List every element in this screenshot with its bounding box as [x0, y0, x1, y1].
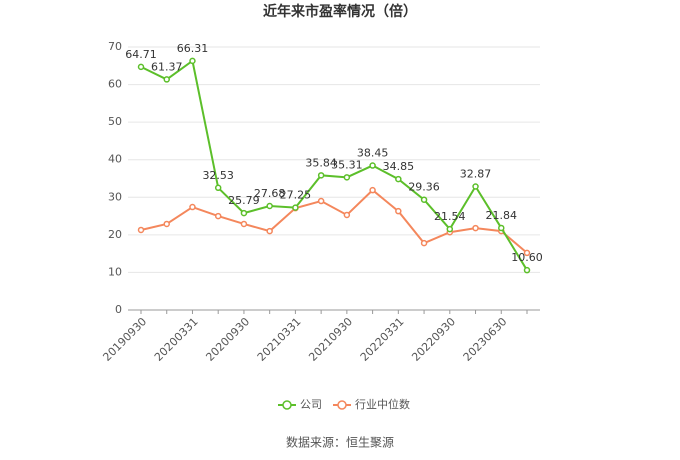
point	[523, 266, 531, 274]
data-label: 29.36	[408, 181, 440, 194]
x-tick-label: 20200331	[152, 315, 201, 364]
point	[472, 183, 479, 190]
y-tick-label: 50	[108, 115, 122, 128]
x-tick-label: 20210331	[255, 315, 304, 364]
series-line	[140, 188, 528, 254]
legend-marker	[282, 400, 292, 410]
series-line	[140, 59, 528, 271]
x-tick-label: 20190930	[100, 315, 149, 364]
point	[317, 197, 325, 205]
y-tick-label: 70	[108, 40, 122, 53]
point	[395, 207, 402, 215]
data-label: 64.71	[125, 48, 157, 61]
data-label: 61.37	[151, 60, 183, 73]
legend-label: 公司	[300, 398, 322, 411]
chart-title: 近年来市盈率情况（倍）	[263, 3, 417, 20]
x-tick-label: 20220930	[409, 315, 458, 364]
y-tick-label: 0	[115, 303, 122, 316]
data-label: 35.31	[331, 158, 363, 171]
point	[446, 225, 454, 233]
point	[137, 226, 145, 234]
point	[395, 175, 402, 183]
point	[266, 227, 273, 235]
data-label: 27.25	[280, 189, 312, 202]
point	[369, 186, 376, 194]
x-tick-label: 20200930	[203, 315, 252, 364]
data-label: 32.87	[460, 168, 492, 181]
point	[163, 220, 170, 228]
source-note: 数据来源：恒生聚源	[286, 435, 394, 450]
data-label: 34.85	[383, 160, 415, 173]
point	[523, 249, 531, 257]
data-label: 10.60	[511, 251, 543, 264]
point	[317, 172, 325, 179]
legend-item: 行业中位数	[333, 397, 410, 411]
legend-label: 行业中位数	[355, 397, 410, 411]
point	[343, 211, 351, 219]
point	[163, 76, 170, 83]
data-label: 32.53	[202, 169, 234, 182]
point	[472, 224, 479, 232]
x-tick-label: 20230630	[461, 315, 510, 364]
y-tick-label: 40	[108, 153, 122, 166]
data-label: 25.79	[228, 194, 260, 207]
x-tick-label: 20220331	[358, 315, 407, 364]
y-tick-label: 20	[108, 228, 122, 241]
y-tick-label: 10	[108, 265, 122, 278]
point	[266, 202, 273, 210]
legend-item: 公司	[278, 398, 322, 411]
point	[214, 212, 222, 220]
data-label: 21.54	[434, 210, 466, 223]
data-label: 66.31	[177, 42, 209, 55]
data-label: 21.84	[486, 209, 518, 222]
point	[137, 63, 145, 71]
x-tick-label: 20210930	[306, 315, 355, 364]
data-label: 27.68	[254, 187, 286, 200]
point	[369, 162, 376, 169]
point	[292, 204, 299, 211]
point	[189, 57, 196, 65]
point	[189, 203, 196, 211]
point	[214, 184, 222, 192]
y-tick-label: 60	[108, 78, 122, 91]
legend-marker	[337, 400, 347, 410]
point	[420, 239, 428, 247]
point	[420, 196, 428, 203]
point	[240, 220, 248, 228]
y-tick-label: 30	[108, 190, 122, 203]
point	[498, 224, 505, 232]
data-label: 35.84	[305, 156, 337, 169]
point	[343, 174, 351, 181]
point	[240, 209, 248, 217]
data-label: 38.45	[357, 147, 389, 160]
